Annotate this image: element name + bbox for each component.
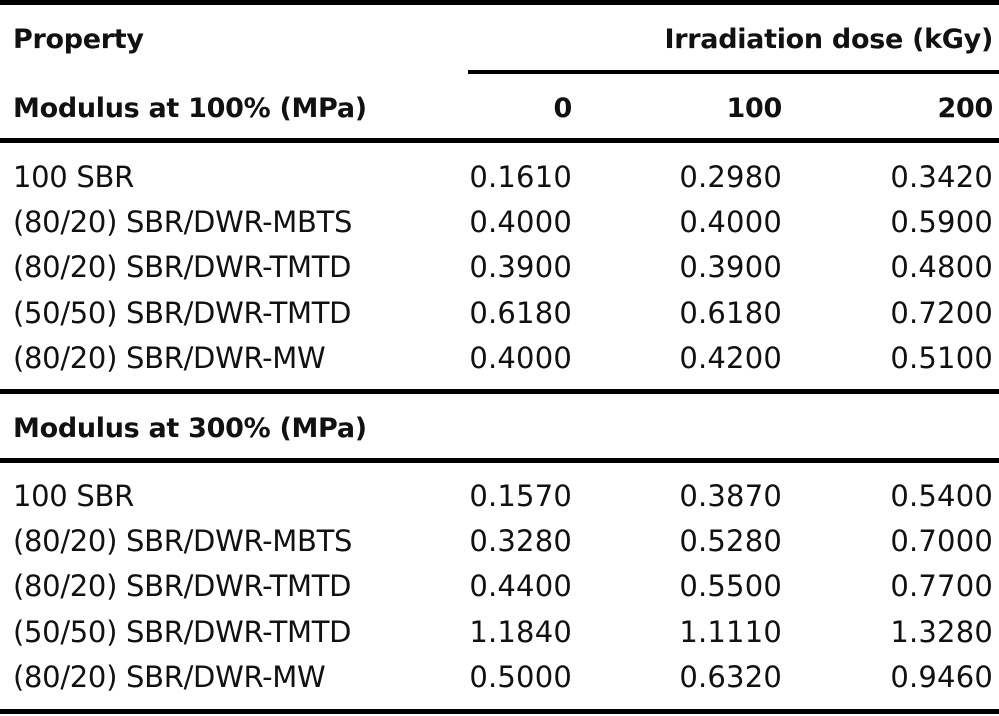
table-cell: 1.1110 — [679, 615, 782, 649]
table-cell: 0.3280 — [469, 524, 572, 558]
table-cell: 0.4400 — [469, 569, 572, 603]
irradiation-dose-underline — [468, 70, 999, 74]
table-cell: 0.1570 — [469, 479, 572, 513]
table-cell: 0.3900 — [469, 250, 572, 284]
table-cell: 0.5900 — [890, 205, 993, 239]
row-label: (80/20) SBR/DWR-MBTS — [13, 205, 353, 239]
row-label: (80/20) SBR/DWR-TMTD — [13, 569, 352, 603]
table-cell: 1.1840 — [469, 615, 572, 649]
table-cell: 1.3280 — [890, 615, 993, 649]
table-cell: 0.7700 — [890, 569, 993, 603]
property-header: Property — [13, 24, 144, 55]
table-cell: 0.9460 — [890, 660, 993, 694]
table-cell: 0.5500 — [679, 569, 782, 603]
row-label: (80/20) SBR/DWR-TMTD — [13, 250, 352, 284]
section-header-rule — [0, 458, 999, 463]
irradiation-dose-header: Irradiation dose (kGy) — [664, 24, 994, 55]
table-cell: 0.7200 — [890, 296, 993, 330]
row-label: (80/20) SBR/DWR-MW — [13, 341, 326, 375]
header-bottom-rule — [0, 138, 999, 143]
table-cell: 0.3870 — [679, 479, 782, 513]
table-cell: 0.4200 — [679, 341, 782, 375]
table-cell: 0.5400 — [890, 479, 993, 513]
row-label: (50/50) SBR/DWR-TMTD — [13, 615, 352, 649]
table-cell: 0.3420 — [890, 160, 993, 194]
row-label: (80/20) SBR/DWR-MBTS — [13, 524, 353, 558]
section-title: Modulus at 300% (MPa) — [13, 413, 367, 444]
section-divider-rule — [0, 389, 999, 394]
dose-column-header: 0 — [553, 93, 573, 124]
table-cell: 0.6180 — [469, 296, 572, 330]
table-cell: 0.5280 — [679, 524, 782, 558]
table-bottom-rule — [0, 709, 999, 714]
row-label: 100 SBR — [13, 479, 134, 513]
row-label: 100 SBR — [13, 160, 134, 194]
table-cell: 0.4800 — [890, 250, 993, 284]
table-cell: 0.4000 — [679, 205, 782, 239]
table-cell: 0.3900 — [679, 250, 782, 284]
section-title: Modulus at 100% (MPa) — [13, 93, 367, 124]
table-cell: 0.6320 — [679, 660, 782, 694]
dose-column-header: 100 — [726, 93, 783, 124]
table-cell: 0.5000 — [469, 660, 572, 694]
table-cell: 0.5100 — [890, 341, 993, 375]
dose-column-header: 200 — [937, 93, 994, 124]
row-label: (80/20) SBR/DWR-MW — [13, 660, 326, 694]
table-cell: 0.1610 — [469, 160, 572, 194]
table-cell: 0.6180 — [679, 296, 782, 330]
table-top-rule — [0, 0, 999, 5]
row-label: (50/50) SBR/DWR-TMTD — [13, 296, 352, 330]
table-cell: 0.2980 — [679, 160, 782, 194]
table-cell: 0.4000 — [469, 341, 572, 375]
table-cell: 0.7000 — [890, 524, 993, 558]
table-cell: 0.4000 — [469, 205, 572, 239]
